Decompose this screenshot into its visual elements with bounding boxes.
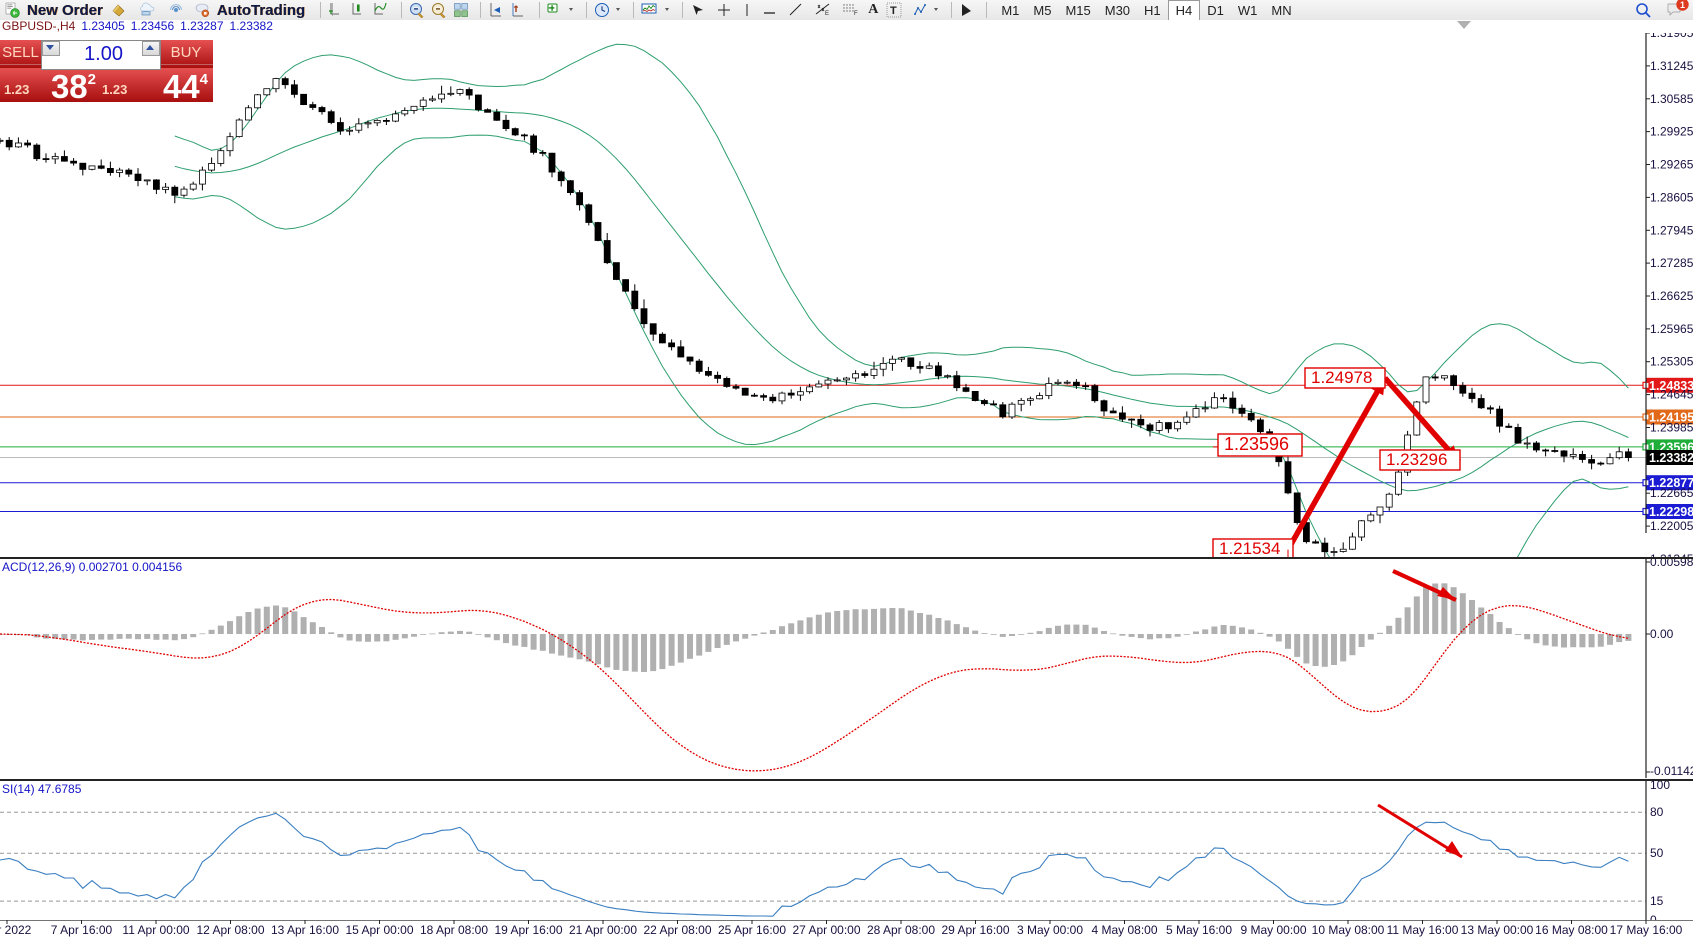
svg-text:-0.011429: -0.011429 [1650,764,1693,778]
svg-text:0.00: 0.00 [1650,627,1674,641]
svg-text:1.23382: 1.23382 [1649,451,1693,465]
svg-text:11 Apr 00:00: 11 Apr 00:00 [122,923,189,937]
svg-text:18 Apr 08:00: 18 Apr 08:00 [420,923,488,937]
svg-text:7 Apr 16:00: 7 Apr 16:00 [51,923,113,937]
svg-text:1.26625: 1.26625 [1650,289,1693,303]
svg-text:1.27945: 1.27945 [1650,223,1693,237]
svg-text:13 Apr 16:00: 13 Apr 16:00 [271,923,339,937]
svg-text:T: T [890,5,897,17]
svg-text:1.31905: 1.31905 [1650,33,1693,40]
svg-text:5 May 16:00: 5 May 16:00 [1166,923,1232,937]
svg-text:10 May 08:00: 10 May 08:00 [1312,923,1385,937]
svg-text:1.25965: 1.25965 [1650,322,1693,336]
svg-text:9 May 00:00: 9 May 00:00 [1240,923,1306,937]
svg-text:1.29265: 1.29265 [1650,158,1693,172]
svg-text:25 Apr 16:00: 25 Apr 16:00 [718,923,786,937]
svg-text:F: F [854,11,858,17]
svg-text:1.22298: 1.22298 [1649,505,1693,519]
svg-text:1.24978: 1.24978 [1311,368,1372,387]
svg-text:ACD(12,26,9) 0.002701 0.004156: ACD(12,26,9) 0.002701 0.004156 [2,560,182,574]
svg-text:1.22005: 1.22005 [1650,519,1693,533]
svg-text:1.27285: 1.27285 [1650,256,1693,270]
svg-text:0.005982: 0.005982 [1650,559,1693,569]
svg-text:11 May 16:00: 11 May 16:00 [1387,923,1459,937]
svg-text:1.23596: 1.23596 [1224,434,1289,454]
svg-text:SI(14) 47.6785: SI(14) 47.6785 [2,782,82,796]
svg-text:15: 15 [1650,894,1664,908]
svg-text:1.23296: 1.23296 [1386,450,1447,469]
svg-text:1.23985: 1.23985 [1650,421,1693,435]
svg-text:1.28605: 1.28605 [1650,190,1693,204]
svg-text:1.29925: 1.29925 [1650,125,1693,139]
svg-text:3 May 00:00: 3 May 00:00 [1017,923,1083,937]
svg-text:1.22665: 1.22665 [1650,486,1693,500]
svg-text:28 Apr 08:00: 28 Apr 08:00 [867,923,935,937]
svg-text:E: E [825,11,829,17]
svg-text:50: 50 [1650,846,1664,860]
svg-text:13 May 00:00: 13 May 00:00 [1461,923,1534,937]
svg-text:1.30585: 1.30585 [1650,92,1693,106]
svg-text:27 Apr 00:00: 27 Apr 00:00 [792,923,860,937]
svg-text:1.24645: 1.24645 [1650,388,1693,402]
svg-text:1: 1 [1680,0,1685,10]
svg-text:80: 80 [1650,805,1664,819]
svg-text:16 May 08:00: 16 May 08:00 [1535,923,1608,937]
svg-text:22 Apr 08:00: 22 Apr 08:00 [643,923,711,937]
svg-text:100: 100 [1650,781,1670,792]
svg-text:15 Apr 00:00: 15 Apr 00:00 [345,923,413,937]
svg-text:1.31245: 1.31245 [1650,59,1693,73]
svg-text:21 Apr 00:00: 21 Apr 00:00 [569,923,637,937]
svg-text:29 Apr 16:00: 29 Apr 16:00 [941,923,1009,937]
svg-text:1.21534: 1.21534 [1219,539,1280,557]
svg-text:1.25305: 1.25305 [1650,355,1693,369]
svg-text:19 Apr 16:00: 19 Apr 16:00 [494,923,562,937]
svg-text:4 May 08:00: 4 May 08:00 [1091,923,1157,937]
svg-text:17 May 16:00: 17 May 16:00 [1610,923,1683,937]
svg-text:Apr 2022: Apr 2022 [0,923,32,937]
svg-text:12 Apr 08:00: 12 Apr 08:00 [196,923,264,937]
